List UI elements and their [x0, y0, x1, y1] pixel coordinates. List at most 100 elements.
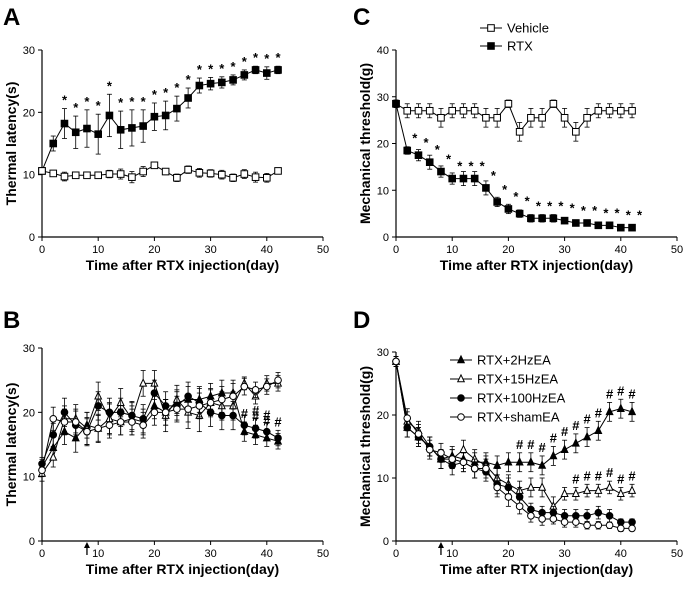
data-point	[594, 508, 603, 517]
x-tick-label: 0	[393, 548, 399, 560]
data-point	[403, 414, 412, 422]
x-tick-label: 50	[317, 244, 329, 256]
legend: Vehicle RTX	[480, 21, 549, 54]
y-tick-label: 30	[23, 45, 35, 57]
significance-marker: *	[603, 205, 609, 220]
data-point	[515, 502, 524, 511]
data-point	[206, 169, 215, 178]
series-line	[41, 164, 279, 179]
data-point	[240, 170, 249, 178]
data-point	[572, 128, 580, 136]
x-tick-label: 50	[671, 548, 683, 560]
y-tick-label: 0	[29, 536, 35, 548]
data-point	[470, 174, 479, 183]
data-point	[218, 170, 226, 179]
x-tick-label: 40	[615, 548, 627, 560]
x-tick-label: 40	[261, 548, 273, 560]
significance-marker: #	[595, 405, 603, 420]
significance-marker: #	[583, 468, 591, 483]
y-tick-label: 10	[23, 472, 35, 484]
data-point	[414, 430, 423, 438]
significance-marker: *	[525, 194, 531, 209]
data-point	[526, 482, 535, 491]
data-point	[504, 205, 513, 213]
significance-marker: *	[412, 131, 418, 146]
significance-marker: #	[539, 440, 547, 455]
data-point	[218, 78, 226, 87]
data-point	[128, 124, 136, 132]
data-point	[605, 482, 614, 491]
data-point	[414, 151, 423, 159]
significance-marker: #	[617, 471, 625, 486]
data-point	[628, 223, 636, 232]
data-point	[526, 456, 535, 466]
series-line	[395, 103, 633, 229]
significance-marker: *	[141, 94, 147, 109]
data-point	[605, 106, 614, 115]
series-rtx	[38, 65, 282, 175]
data-point	[195, 81, 204, 90]
significance-marker: *	[264, 51, 270, 66]
data-point	[605, 221, 614, 230]
x-tick-label: 40	[261, 244, 273, 256]
x-tick-label: 10	[446, 548, 458, 560]
legend-label: Vehicle	[507, 21, 549, 36]
data-point	[184, 405, 192, 413]
data-point	[49, 169, 58, 178]
significance-marker: *	[107, 78, 113, 93]
significance-marker: *	[570, 201, 576, 216]
data-point	[560, 518, 569, 526]
data-point	[560, 216, 569, 225]
data-point	[229, 411, 237, 420]
data-point	[572, 219, 580, 227]
y-axis-title: Mechanical threshold(g)	[357, 63, 373, 224]
data-point	[515, 456, 524, 466]
significance-marker: #	[583, 412, 591, 427]
legend-marker	[487, 42, 495, 50]
data-point	[218, 395, 226, 404]
data-point	[139, 122, 147, 130]
data-point	[549, 450, 558, 460]
data-point	[38, 167, 46, 175]
data-point	[392, 99, 400, 108]
data-point	[414, 106, 423, 115]
series-line	[41, 379, 279, 471]
data-point	[571, 438, 580, 447]
data-point	[240, 71, 249, 79]
significance-marker: #	[595, 468, 603, 483]
y-tick-label: 0	[29, 232, 35, 244]
data-point	[583, 113, 591, 122]
data-point	[628, 106, 636, 115]
data-point	[549, 515, 558, 523]
data-point	[150, 408, 159, 417]
x-tick-label: 20	[502, 244, 514, 256]
significance-marker: *	[84, 94, 90, 109]
x-tick-label: 50	[671, 244, 683, 256]
data-point	[583, 521, 591, 530]
data-point	[83, 427, 91, 436]
data-point	[493, 198, 501, 206]
x-tick-label: 10	[446, 244, 458, 256]
x-tick-label: 30	[558, 548, 570, 560]
data-point	[49, 431, 58, 439]
x-tick-label: 30	[204, 244, 216, 256]
data-point	[538, 515, 546, 523]
data-point	[504, 493, 513, 501]
significance-marker: *	[219, 61, 225, 76]
data-point	[470, 464, 479, 473]
data-point	[274, 434, 282, 442]
data-point	[173, 173, 181, 182]
data-point	[482, 113, 490, 122]
data-point	[527, 214, 535, 223]
data-point	[448, 174, 456, 183]
legend-marker	[457, 394, 465, 402]
y-tick-label: 30	[377, 347, 389, 359]
y-tick-label: 20	[23, 407, 35, 419]
significance-marker: *	[152, 87, 158, 102]
legend-label: RTX	[507, 39, 533, 54]
significance-marker: #	[241, 406, 249, 421]
significance-marker: #	[527, 437, 535, 452]
significance-marker: *	[197, 62, 203, 77]
data-point	[549, 99, 558, 108]
